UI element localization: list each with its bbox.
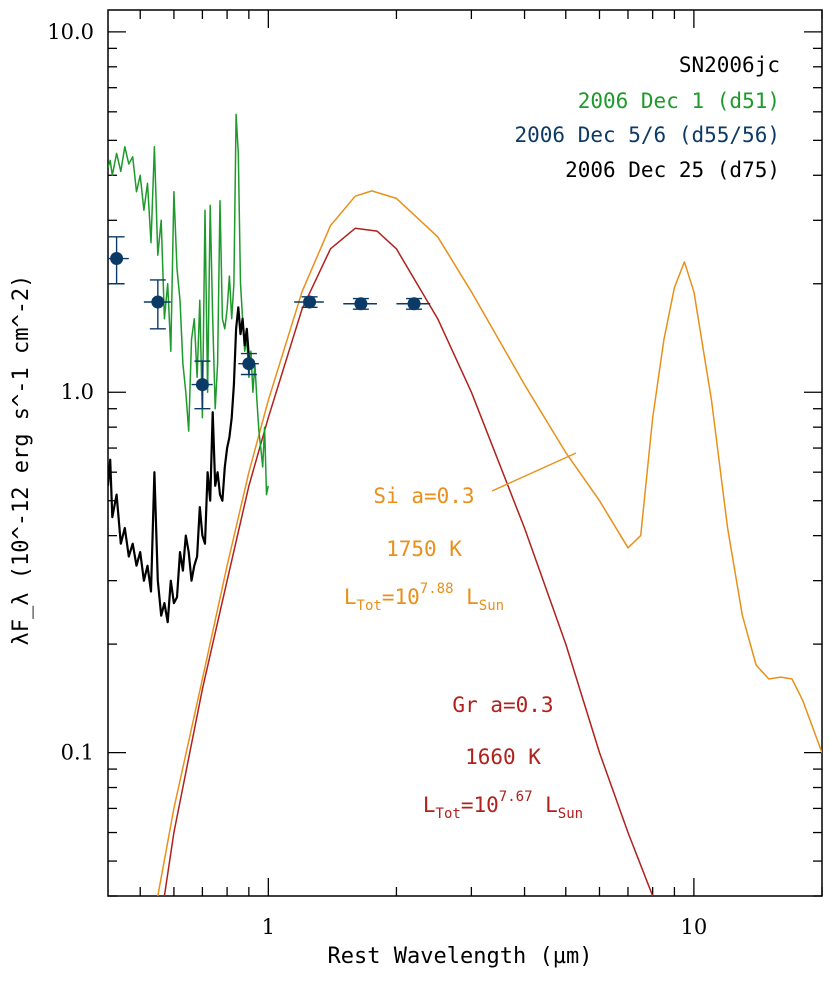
x-tick-label: 1	[262, 915, 275, 939]
x-axis-label: Rest Wavelength (µm)	[328, 944, 593, 969]
si-pointer-line	[491, 452, 577, 492]
data-point	[242, 357, 256, 371]
y-tick-label: 1.0	[61, 380, 94, 404]
gr-temperature: 1660 K	[465, 745, 541, 769]
y-tick-label: 10.0	[47, 20, 94, 44]
si-luminosity: LTot=107.88 LSun	[344, 581, 504, 614]
gr-model-label: Gr a=0.3	[452, 693, 553, 717]
data-point	[195, 378, 209, 392]
data-point	[303, 295, 317, 309]
photometry-point	[143, 279, 171, 330]
si-model-label: Si a=0.3	[373, 484, 474, 508]
plot-frame	[107, 9, 823, 897]
data-point	[354, 297, 368, 311]
legend-title: SN2006jc	[679, 53, 780, 77]
x-tick-label: 10	[681, 915, 708, 939]
model-annotations: Si a=0.3 1750 K LTot=107.88 LSun Gr a=0.…	[344, 452, 583, 822]
photometry-point	[294, 295, 324, 309]
photometry-point	[108, 236, 129, 285]
spectrum-d51	[108, 113, 270, 496]
tick-labels: 1 10 0.1 1.0 10.0	[47, 20, 707, 939]
photometry-point	[396, 297, 431, 311]
y-axis-label: λF_λ (10^-12 erg s^-1 cm^-2)	[9, 275, 34, 646]
photometry-point	[343, 297, 377, 311]
photometry-point	[238, 352, 259, 376]
data-point	[407, 297, 421, 311]
gr-model-curve	[163, 227, 654, 896]
gr-luminosity: LTot=107.67 LSun	[423, 789, 583, 822]
legend-entry-d75: 2006 Dec 25 (d75)	[565, 158, 780, 182]
series-layer	[108, 113, 822, 896]
si-model-curve	[157, 190, 822, 896]
legend: SN2006jc 2006 Dec 1 (d51) 2006 Dec 5/6 (…	[514, 53, 780, 182]
data-point	[110, 252, 124, 266]
spectrum-d75	[108, 306, 252, 624]
y-tick-label: 0.1	[61, 741, 94, 765]
data-point	[151, 295, 165, 309]
axis-ticks	[108, 10, 823, 897]
legend-entry-d55: 2006 Dec 5/6 (d55/56)	[514, 123, 780, 147]
photometry-point	[191, 360, 213, 410]
si-temperature: 1750 K	[386, 537, 462, 561]
legend-entry-d51: 2006 Dec 1 (d51)	[578, 89, 780, 113]
